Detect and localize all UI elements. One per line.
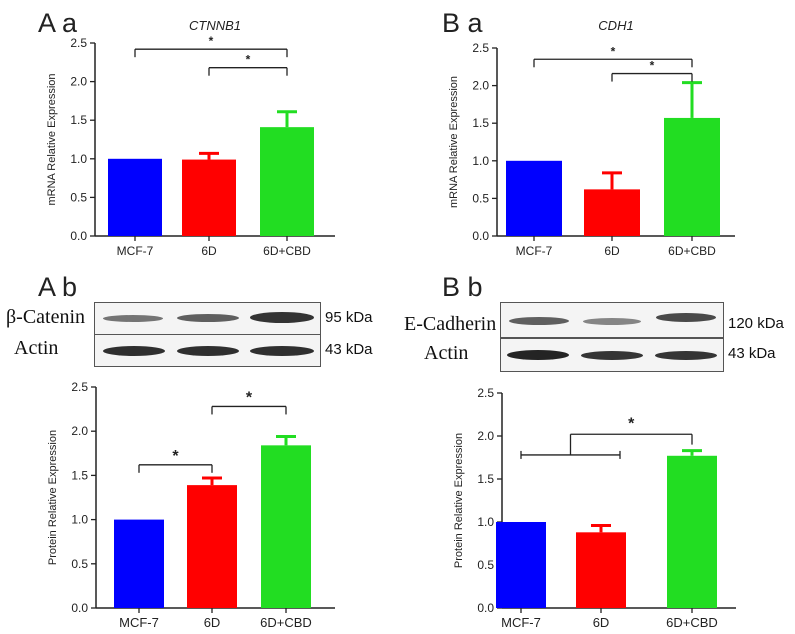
- b-b-category-label-1: MCF-7: [501, 615, 541, 630]
- b-b-y-tick-label: 1.5: [477, 472, 494, 486]
- blot-kda-actin-a: 43 kDa: [325, 341, 373, 358]
- b-b-bar-1: [496, 522, 546, 608]
- a-a-significance-star-1: *: [246, 53, 251, 67]
- b-b-y-tick-label: 0.5: [477, 558, 494, 572]
- blot-kda-beta-catenin: 95 kDa: [325, 309, 373, 326]
- a-b-bar-1: [114, 519, 164, 608]
- b-b-y-axis-label: Protein Relative Expression: [453, 433, 465, 568]
- blot-band: [509, 317, 569, 325]
- b-a-category-label-1: MCF-7: [516, 244, 553, 258]
- blot-band: [507, 350, 569, 360]
- panel-label-b-a: B a: [442, 8, 483, 38]
- blot-band: [103, 346, 165, 356]
- a-b-y-tick-label: 2.0: [71, 424, 88, 438]
- b-a-chart-title: CDH1: [598, 18, 633, 33]
- panel-label-b-b: B b: [442, 272, 483, 302]
- a-a-y-tick-label: 0.0: [70, 229, 87, 243]
- a-a-category-label-1: MCF-7: [117, 244, 154, 258]
- a-a-category-label-3: 6D+CBD: [263, 244, 311, 258]
- b-a-category-label-2: 6D: [604, 244, 620, 258]
- blot-band: [583, 318, 641, 325]
- blot-band: [581, 351, 643, 360]
- a-a-y-tick-label: 1.0: [70, 152, 87, 166]
- blot-band: [177, 314, 239, 322]
- blot-strip-actin-a: [94, 334, 321, 367]
- b-a-y-axis-label: mRNA Relative Expression: [448, 76, 460, 208]
- b-a-y-tick-label: 2.0: [472, 79, 489, 93]
- b-a-bar-1: [506, 160, 562, 236]
- b-b-y-tick-label: 2.0: [477, 429, 494, 443]
- b-b-y-tick-label: 0.0: [477, 601, 494, 615]
- a-a-bar-1: [108, 158, 162, 236]
- a-a-y-tick-label: 1.5: [70, 113, 87, 127]
- a-b-significance-star-1: *: [246, 389, 253, 406]
- blot-strip-e-cadherin: [500, 302, 724, 338]
- blot-band: [250, 346, 314, 356]
- a-b-bar-3: [261, 445, 311, 608]
- blot-band: [250, 312, 314, 323]
- blot-label-actin-a: Actin: [14, 337, 59, 359]
- panel-label-a-a: A a: [38, 8, 78, 38]
- b-a-y-tick-label: 1.0: [472, 154, 489, 168]
- a-a-y-tick-label: 0.5: [70, 190, 87, 204]
- b-b-significance-star: *: [628, 415, 635, 432]
- a-a-bar-2: [182, 159, 236, 236]
- blot-kda-actin-b: 43 kDa: [728, 345, 776, 362]
- b-a-significance-star-0: *: [611, 44, 616, 58]
- a-b-y-axis-label: Protein Relative Expression: [47, 430, 59, 565]
- b-b-category-label-2: 6D: [593, 615, 610, 630]
- b-a-bar-3: [664, 117, 720, 236]
- blot-kda-e-cadherin: 120 kDa: [728, 315, 784, 332]
- b-a-y-tick-label: 0.0: [472, 229, 489, 243]
- b-a-y-tick-label: 2.5: [472, 41, 489, 55]
- blot-strip-actin-b: [500, 338, 724, 372]
- a-a-significance-star-0: *: [209, 34, 214, 48]
- blot-label-e-cadherin: E-Cadherin: [404, 313, 497, 335]
- b-a-category-label-3: 6D+CBD: [668, 244, 716, 258]
- a-a-category-label-2: 6D: [201, 244, 217, 258]
- b-b-bar-3: [667, 455, 717, 608]
- blot-label-beta-catenin: β-Catenin: [6, 306, 86, 328]
- a-b-y-tick-label: 0.5: [71, 557, 88, 571]
- b-a-y-tick-label: 0.5: [472, 191, 489, 205]
- b-b-y-tick-label: 2.5: [477, 386, 494, 400]
- b-b-y-tick-label: 1.0: [477, 515, 494, 529]
- blot-band: [177, 346, 239, 356]
- a-b-y-tick-label: 0.0: [71, 601, 88, 615]
- a-b-y-tick-label: 1.5: [71, 468, 88, 482]
- a-a-y-axis-label: mRNA Relative Expression: [46, 73, 58, 205]
- a-a-bar-3: [260, 127, 314, 236]
- a-a-y-tick-label: 2.5: [70, 36, 87, 50]
- a-b-y-tick-label: 2.5: [71, 380, 88, 394]
- a-b-y-tick-label: 1.0: [71, 513, 88, 527]
- blot-band: [103, 315, 163, 322]
- a-a-y-tick-label: 2.0: [70, 75, 87, 89]
- a-b-category-label-3: 6D+CBD: [260, 615, 312, 630]
- b-a-significance-star-1: *: [650, 59, 655, 73]
- a-b-significance-star-0: *: [172, 448, 179, 465]
- a-b-category-label-1: MCF-7: [119, 615, 159, 630]
- blot-label-actin-b: Actin: [424, 342, 469, 364]
- b-a-y-tick-label: 1.5: [472, 116, 489, 130]
- b-b-category-label-3: 6D+CBD: [666, 615, 718, 630]
- a-b-category-label-2: 6D: [204, 615, 221, 630]
- blot-band: [656, 313, 716, 322]
- a-a-chart-title: CTNNB1: [189, 18, 241, 33]
- panel-label-a-b: A b: [38, 272, 78, 302]
- b-b-bar-2: [576, 532, 626, 608]
- a-b-bar-2: [187, 485, 237, 608]
- blot-band: [655, 351, 717, 360]
- b-a-bar-2: [584, 189, 640, 236]
